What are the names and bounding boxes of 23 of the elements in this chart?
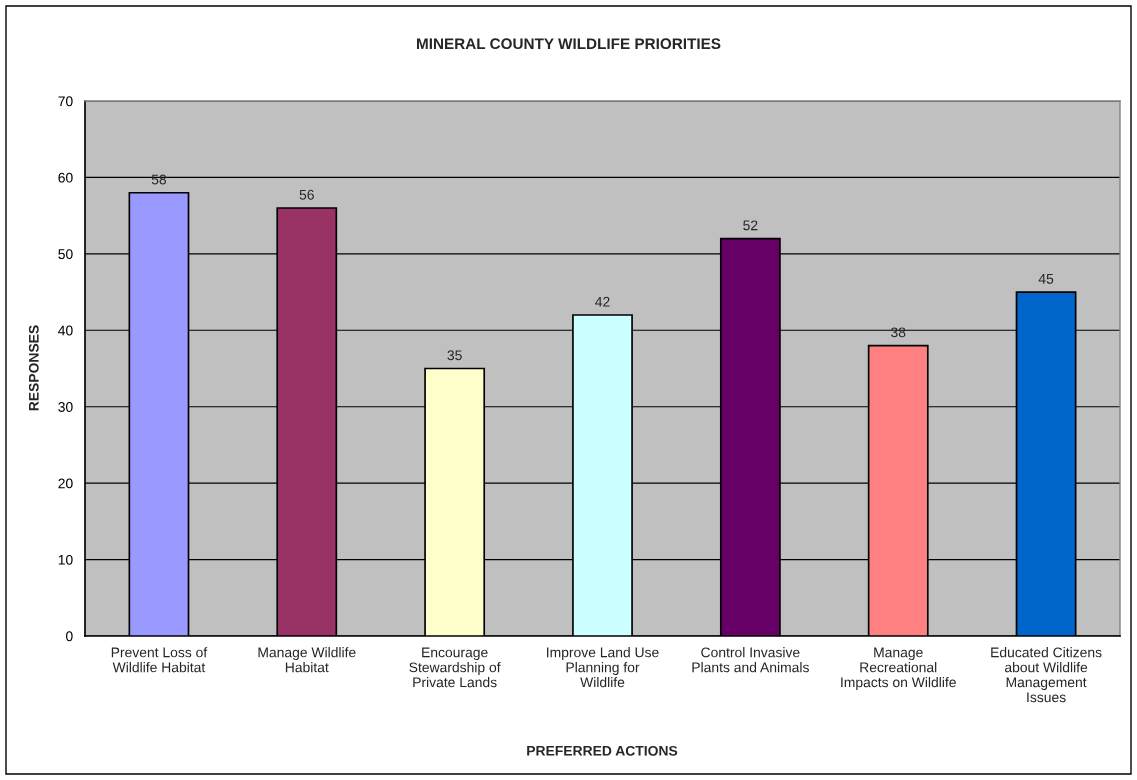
data-label: 52 [743,220,758,231]
data-label: 42 [595,296,610,307]
y-tick-label: 20 [58,478,73,489]
data-label: 56 [299,189,314,200]
chart-title: MINERAL COUNTY WILDLIFE PRIORITIES [417,38,721,50]
y-tick-label: 30 [58,402,73,412]
data-label: 45 [1038,274,1054,284]
x-tick-label: Educated Citizens about Wildlife Management Issues [991,647,1102,703]
x-tick-label: Prevent Loss of Wildlife Habitat [111,647,208,673]
x-tick-label: Encourage Stewardship of Private Lands [409,647,501,688]
x-axis-title: PREFERRED ACTIONS [527,745,678,756]
x-tick-label: Improve Land Use Planning for Wildlife [547,647,659,688]
y-tick-label: 10 [58,554,73,565]
y-tick-label: 50 [58,249,73,260]
y-tick-label: 60 [58,172,73,183]
y-axis-title: RESPONSES [28,325,39,411]
y-tick-label: 0 [66,631,73,642]
data-label: 35 [447,350,462,361]
x-tick-label: Control Invasive Plants and Animals [692,647,809,673]
x-tick-label: Manage Recreational Impacts on Wildlife [841,647,956,690]
y-tick-label: 70 [58,96,73,107]
x-tick-label: Manage Wildlife Habitat [258,647,356,673]
y-tick-label: 40 [58,325,73,336]
